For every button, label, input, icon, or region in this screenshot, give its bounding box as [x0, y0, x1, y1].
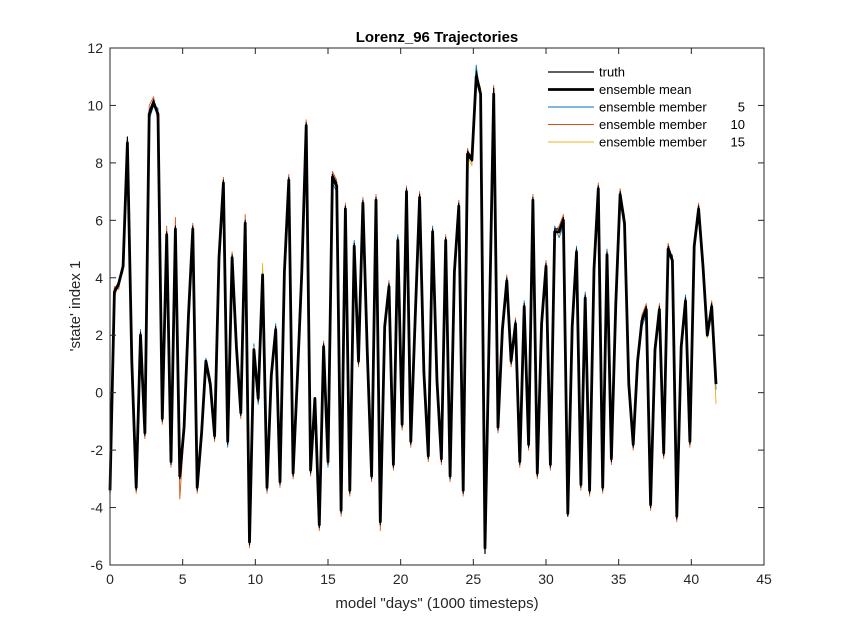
- x-tick-label: 10: [248, 571, 264, 587]
- x-tick-label: 40: [684, 571, 700, 587]
- x-tick-label: 15: [320, 571, 336, 587]
- legend-label-truth: truth: [599, 65, 625, 80]
- y-axis-label: 'state' index 1: [67, 261, 84, 352]
- series-line-ensemble-mean: [108, 75, 718, 550]
- y-tick-label: 10: [87, 97, 103, 113]
- x-tick-label: 45: [756, 571, 772, 587]
- legend: truth ensemble mean ensemble member 5 ensemb…: [548, 65, 745, 150]
- axes-box: [109, 47, 765, 566]
- y-tick-label: 2: [95, 327, 103, 343]
- x-tick-label: 35: [611, 571, 627, 587]
- x-tick-label: 5: [179, 571, 187, 587]
- y-tick-label: 12: [87, 40, 103, 56]
- y-ticks: -6 -4 -2 0 2 4 6 8 10 12: [87, 40, 764, 573]
- y-tick-label: -2: [91, 442, 104, 458]
- legend-label-member-10: ensemble member: [599, 117, 707, 132]
- legend-label-ensemble-mean: ensemble mean: [599, 82, 692, 97]
- y-tick-label: 4: [95, 270, 103, 286]
- y-tick-label: -6: [91, 557, 104, 573]
- chart-title: Lorenz_96 Trajectories: [356, 29, 519, 46]
- x-tick-label: 0: [106, 571, 114, 587]
- legend-member-number: 5: [738, 100, 745, 115]
- series-layer: [108, 64, 718, 555]
- y-tick-label: 0: [95, 385, 103, 401]
- legend-label-member-5: ensemble member: [599, 100, 707, 115]
- x-ticks: 0 5 10 15 20 25 30 35 40 45: [106, 48, 772, 587]
- y-tick-label: -4: [91, 500, 104, 516]
- x-axis-label: model "days" (1000 timesteps): [335, 595, 538, 612]
- legend-label-member-15: ensemble member: [599, 135, 707, 150]
- y-tick-label: 8: [95, 155, 103, 171]
- legend-member-number: 10: [731, 117, 745, 132]
- legend-member-number: 15: [731, 135, 745, 150]
- x-tick-label: 25: [466, 571, 482, 587]
- x-tick-label: 30: [538, 571, 554, 587]
- y-tick-label: 6: [95, 212, 103, 228]
- x-tick-label: 20: [393, 571, 409, 587]
